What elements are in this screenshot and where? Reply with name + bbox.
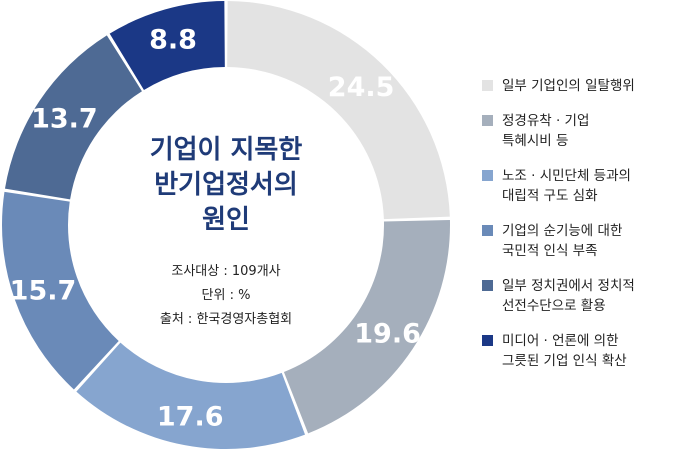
donut-slice <box>76 342 306 450</box>
slice-value-label: 15.7 <box>10 275 77 306</box>
legend-label: 일부 정치권에서 정치적 선전수단으로 활용 <box>502 278 635 314</box>
slice-value-label: 24.5 <box>328 72 395 103</box>
slice-value-label: 17.6 <box>157 402 224 433</box>
legend-label: 일부 기업인의 일탈행위 <box>502 78 635 94</box>
legend-item: 미디어 · 언론에 의한 그릇된 기업 인식 확산 <box>482 331 678 371</box>
legend-label: 정경유착 · 기업 특혜시비 등 <box>502 113 590 149</box>
chart-title-line-1: 기업이 지목한 <box>150 135 303 165</box>
note-unit: 단위 : % <box>202 288 251 303</box>
legend-swatch <box>482 115 493 126</box>
donut-slice <box>1 191 119 390</box>
legend-swatch <box>482 80 493 91</box>
chart-title-line-2: 반기업정서의 <box>154 170 298 200</box>
slice-value-label: 8.8 <box>149 24 197 55</box>
note-source: 출처 : 한국경영자총협회 <box>160 312 292 327</box>
legend-label: 미디어 · 언론에 의한 그릇된 기업 인식 확산 <box>502 333 627 369</box>
legend-item: 노조 · 시민단체 등과의 대립적 구도 심화 <box>482 166 678 206</box>
legend-swatch <box>482 280 493 291</box>
legend-swatch <box>482 225 493 236</box>
slice-value-label: 19.6 <box>354 318 421 349</box>
donut-slice-labels: 24.5 19.6 17.6 15.7 13.7 8.8 <box>10 24 421 432</box>
legend-item: 일부 정치권에서 정치적 선전수단으로 활용 <box>482 276 678 316</box>
donut-slice <box>227 1 450 220</box>
legend-label: 기업의 순기능에 대한 국민적 인식 부족 <box>502 223 623 259</box>
chart-legend: 일부 기업인의 일탈행위 정경유착 · 기업 특혜시비 등 노조 · 시민단체 … <box>482 76 678 386</box>
donut-slice <box>283 219 450 434</box>
legend-item: 정경유착 · 기업 특혜시비 등 <box>482 111 678 151</box>
legend-item: 일부 기업인의 일탈행위 <box>482 76 678 96</box>
donut-slice <box>109 1 225 90</box>
note-survey-target: 조사대상 : 109개사 <box>171 264 280 279</box>
legend-swatch <box>482 335 493 346</box>
legend-label: 노조 · 시민단체 등과의 대립적 구도 심화 <box>502 168 631 204</box>
survey-notes: 조사대상 : 109개사 단위 : % 출처 : 한국경영자총협회 <box>160 264 292 327</box>
donut-slice <box>4 35 142 200</box>
legend-item: 기업의 순기능에 대한 국민적 인식 부족 <box>482 221 678 261</box>
chart-title-line-3: 원인 <box>202 205 250 235</box>
legend-swatch <box>482 170 493 181</box>
slice-value-label: 13.7 <box>31 104 98 135</box>
chart-title: 기업이 지목한 반기업정서의 원인 <box>150 135 303 235</box>
donut-slices <box>1 1 450 450</box>
